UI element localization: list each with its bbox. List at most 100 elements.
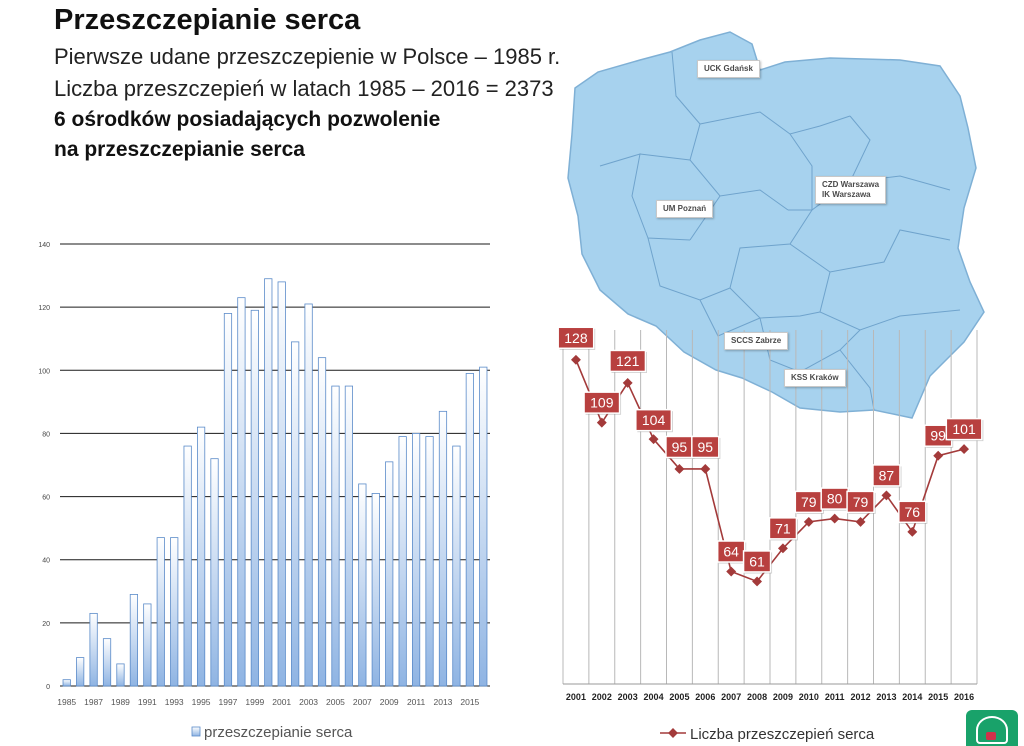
data-label: 64: [723, 544, 739, 560]
bar: [223, 313, 233, 687]
x-tick-label: 1993: [165, 697, 184, 707]
data-label: 95: [698, 439, 714, 455]
bar: [385, 461, 394, 687]
data-point: [622, 377, 633, 388]
bar: [277, 281, 286, 687]
legend-label: przeszczepianie serca: [204, 724, 353, 741]
legend-swatch: [191, 726, 201, 737]
data-label: 95: [672, 439, 688, 455]
x-tick-label: 2003: [299, 697, 318, 707]
data-label-box: [691, 435, 720, 459]
data-point: [674, 464, 685, 474]
x-tick-label: 2014: [902, 692, 922, 702]
y-tick-label: 140: [38, 242, 50, 249]
bar: [76, 657, 85, 687]
bar: [371, 493, 380, 687]
x-tick-label: 2006: [695, 692, 715, 702]
organization-logo: [966, 710, 1018, 746]
data-label-box: [635, 408, 673, 432]
subtitle-first-transplant: Pierwsze udane przeszczepienie w Polsce …: [54, 44, 561, 69]
data-label-box: [742, 550, 772, 573]
x-tick-label: 2015: [460, 697, 479, 707]
x-tick-label: 1991: [138, 697, 157, 707]
bar: [291, 341, 300, 687]
line-chart: 2001 2002 2003 2004 2005 2006 2007 2008 2009 2010…: [557, 326, 984, 743]
bar: [196, 426, 206, 687]
data-point: [726, 566, 737, 577]
bar: [411, 433, 421, 687]
bar: [210, 458, 219, 687]
bar: [438, 410, 448, 687]
bar: [129, 594, 139, 687]
bar: [317, 357, 327, 687]
x-tick-label: 1985: [57, 697, 76, 707]
x-tick-label: 2009: [773, 692, 793, 702]
data-point: [933, 450, 944, 461]
logo-person-icon: [976, 716, 1008, 744]
data-label-box: [872, 464, 901, 487]
x-tick-label: 2015: [928, 692, 948, 702]
bar-chart: 0 20 40 60 80 100 120 140 1985 1987 1989 1991 1993 19…: [38, 242, 490, 741]
x-tick-label: 2003: [618, 692, 638, 702]
data-point: [570, 354, 581, 365]
bar: [89, 612, 98, 687]
data-point: [700, 464, 711, 474]
bar: [358, 483, 367, 687]
bar: [264, 278, 273, 687]
bar: [331, 385, 340, 687]
x-tick-label: 1997: [219, 697, 238, 707]
x-tick-label: 2009: [380, 697, 399, 707]
slide-title: Przeszczepianie serca: [54, 4, 361, 36]
y-tick-label: 80: [42, 431, 50, 438]
bar: [479, 366, 488, 687]
y-tick-label: 20: [42, 621, 50, 628]
data-point: [648, 434, 659, 445]
data-point: [907, 526, 918, 537]
data-label-box: [945, 417, 983, 441]
y-tick-label: 100: [38, 368, 50, 375]
data-label-box: [583, 391, 621, 414]
bar: [170, 537, 179, 687]
x-tick-label: 2005: [669, 692, 689, 702]
data-label: 79: [853, 494, 869, 510]
centers-heading-line2: na przeszczepianie serca: [54, 138, 305, 161]
x-tick-label: 2016: [954, 692, 974, 702]
x-tick-label: 1987: [84, 697, 103, 707]
data-label: 61: [749, 553, 765, 569]
x-tick-label: 2001: [272, 697, 291, 707]
data-label: 87: [879, 467, 895, 483]
data-label: 128: [564, 330, 588, 346]
data-label-box: [898, 500, 927, 524]
data-point: [596, 417, 607, 428]
y-tick-label: 120: [38, 305, 50, 312]
bar: [344, 385, 354, 687]
y-tick-label: 0: [46, 684, 50, 691]
data-label-box: [768, 517, 798, 540]
data-point: [752, 576, 763, 587]
data-label: 79: [801, 494, 817, 510]
x-tick-label: 2012: [851, 692, 871, 702]
poland-map-shape: [567, 31, 985, 419]
data-label: 121: [616, 353, 640, 369]
data-label: 71: [775, 520, 791, 536]
x-tick-label: 1989: [111, 697, 130, 707]
x-tick-label: 1999: [245, 697, 264, 707]
data-point: [829, 513, 840, 524]
bar: [102, 638, 112, 687]
centers-heading-line1: 6 ośrodków posiadających pozwolenie: [54, 108, 441, 131]
data-label: 104: [642, 412, 666, 428]
x-tick-label: 2002: [592, 692, 612, 702]
y-tick-label: 40: [42, 558, 50, 565]
x-tick-label: 2011: [407, 697, 426, 707]
x-tick-label: 2007: [353, 697, 372, 707]
data-point: [881, 490, 892, 501]
subtitle-total-count: Liczba przeszczepień w latach 1985 – 201…: [54, 76, 554, 101]
logo-heart-icon: [986, 732, 996, 740]
bar: [156, 537, 165, 687]
bar: [143, 603, 152, 687]
x-tick-label: 1995: [192, 697, 211, 707]
x-tick-label: 2008: [747, 692, 767, 702]
data-label: 101: [952, 421, 976, 437]
